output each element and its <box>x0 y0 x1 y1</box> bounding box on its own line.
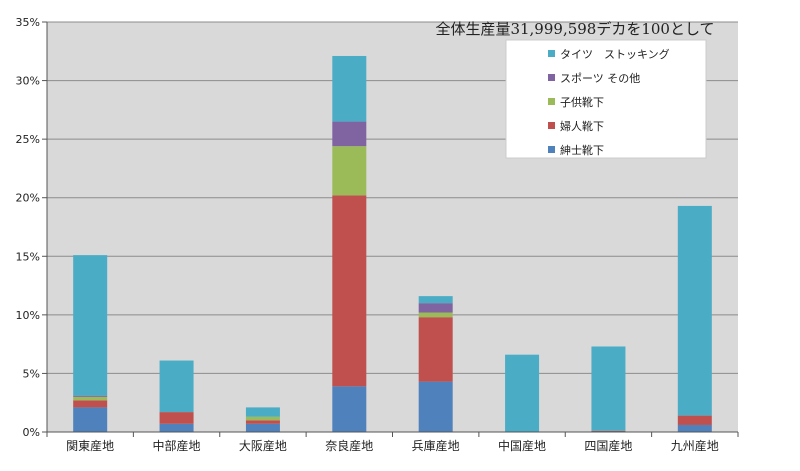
legend-swatch <box>548 74 555 81</box>
legend-swatch <box>548 122 555 129</box>
bar-segment <box>418 312 453 318</box>
bar-segment <box>418 317 453 382</box>
bar-segment <box>332 195 367 387</box>
bar-segment <box>677 415 712 425</box>
bar-segment <box>677 424 712 432</box>
bar-segment <box>159 423 194 432</box>
bar-segment <box>418 303 453 313</box>
x-axis: 関東産地 中部産地 大阪産地 奈良産地 兵庫産地 中国産地 四国産地 九州産地 <box>46 431 739 453</box>
legend-box <box>505 39 707 159</box>
legend-label: スポーツ その他 <box>560 72 640 85</box>
x-tick-label: 中部産地 <box>153 438 201 453</box>
bar-segment <box>245 420 280 424</box>
chart-title: 全体生産量31,999,598デカを100として <box>435 20 714 38</box>
x-tick-label: 関東産地 <box>66 438 114 453</box>
bar-segment <box>245 416 280 421</box>
x-tick-label: 九州産地 <box>671 438 719 453</box>
legend-label: 紳士靴下 <box>560 143 604 157</box>
x-tick-label: 四国産地 <box>584 438 632 453</box>
y-tick-label: 10% <box>16 309 40 322</box>
legend-label: 婦人靴下 <box>560 119 604 133</box>
bars <box>73 55 712 432</box>
y-tick-label: 25% <box>16 133 40 146</box>
bar-segment <box>332 386 367 432</box>
legend-label: タイツ ストッキング <box>560 47 670 61</box>
bar-segment <box>591 430 626 432</box>
bar-segment <box>73 395 108 397</box>
x-tick-label: 大阪産地 <box>239 438 287 453</box>
y-tick-label: 20% <box>16 192 40 205</box>
x-tick-label: 中国産地 <box>498 438 546 453</box>
bar-segment <box>159 412 194 424</box>
bar-segment <box>73 407 108 432</box>
legend-label: 子供靴下 <box>560 95 604 109</box>
legend-swatch <box>548 146 555 153</box>
bar-segment <box>159 360 194 413</box>
bar-segment <box>245 423 280 432</box>
bar-segment <box>591 346 626 431</box>
bar-segment <box>245 407 280 417</box>
y-tick-label: 15% <box>16 250 40 263</box>
bar-segment <box>73 400 108 408</box>
bar-segment <box>332 146 367 196</box>
bar-segment <box>418 296 453 304</box>
y-axis: 0% 5% 10% 15% 20% 25% 30% 35% <box>16 16 48 439</box>
bar-segment <box>677 205 712 416</box>
bar-segment <box>332 121 367 147</box>
legend-swatch <box>548 50 555 57</box>
x-tick-label: 奈良産地 <box>325 438 373 453</box>
bar-segment <box>332 55 367 122</box>
legend-swatch <box>548 98 555 105</box>
bar-segment <box>73 396 108 401</box>
bar-segment <box>505 354 540 432</box>
x-tick-label: 兵庫産地 <box>412 438 460 453</box>
y-tick-label: 35% <box>16 16 40 29</box>
y-tick-label: 30% <box>16 75 40 88</box>
bar-segment <box>73 255 108 396</box>
y-tick-label: 0% <box>23 426 40 439</box>
bar-segment <box>418 381 453 432</box>
y-tick-label: 5% <box>23 367 40 380</box>
